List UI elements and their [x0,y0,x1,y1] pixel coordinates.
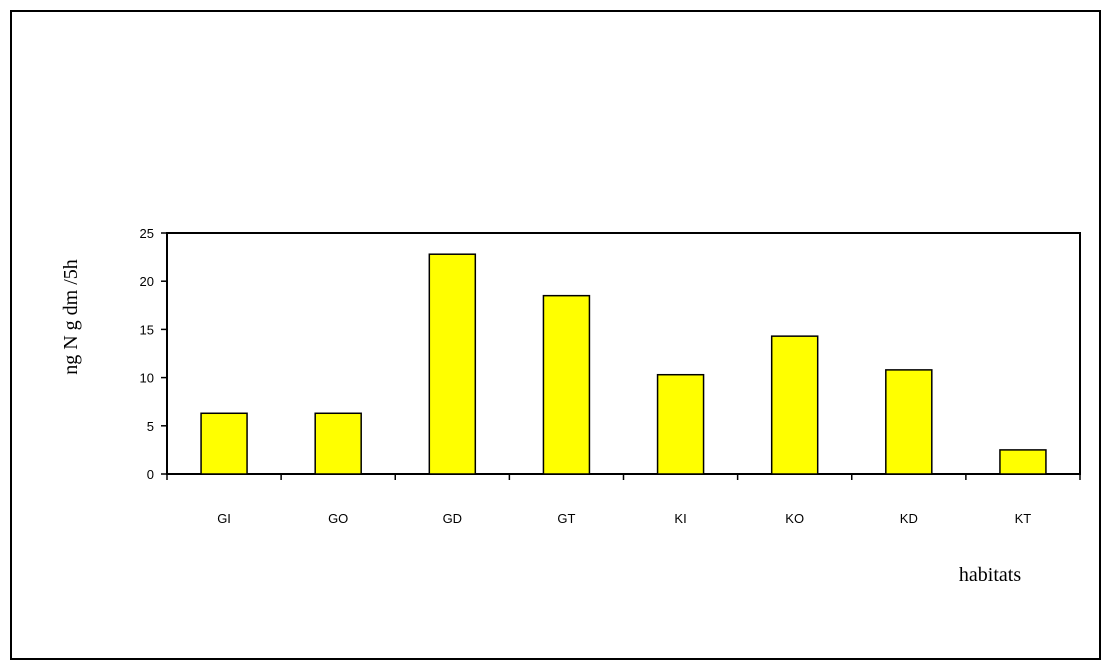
bar-kd [885,369,933,475]
y-tick-label: 0 [147,467,154,482]
bar-gt [542,294,591,475]
x-tick-label: GD [443,511,463,526]
x-axis-label: habitats [959,564,1021,586]
x-tick-label: KI [674,511,686,526]
plot-area: 0 5 10 15 20 25 GI GO GD GT KI KO KD KT [140,226,1081,526]
y-tick-label: 10 [140,371,154,386]
bar-ki [656,373,705,475]
bar-ko [770,335,819,475]
x-tick-label: KT [1015,511,1032,526]
y-axis-label: ng N g dm /5h [60,259,82,375]
y-tick-label: 25 [140,226,154,241]
x-tick-label: KD [900,511,918,526]
x-tick-label: GT [557,511,575,526]
bar-go [314,412,362,475]
bar-gi [200,412,248,475]
x-tick-label: GO [328,511,348,526]
bar-gd [428,253,477,475]
y-tick-label: 15 [140,322,154,337]
x-tick-label: KO [785,511,804,526]
plot-border [166,232,1081,475]
bar-kt [999,449,1047,475]
x-tick-label: GI [217,511,231,526]
y-tick-label: 5 [147,419,154,434]
y-tick-label: 20 [140,274,154,289]
